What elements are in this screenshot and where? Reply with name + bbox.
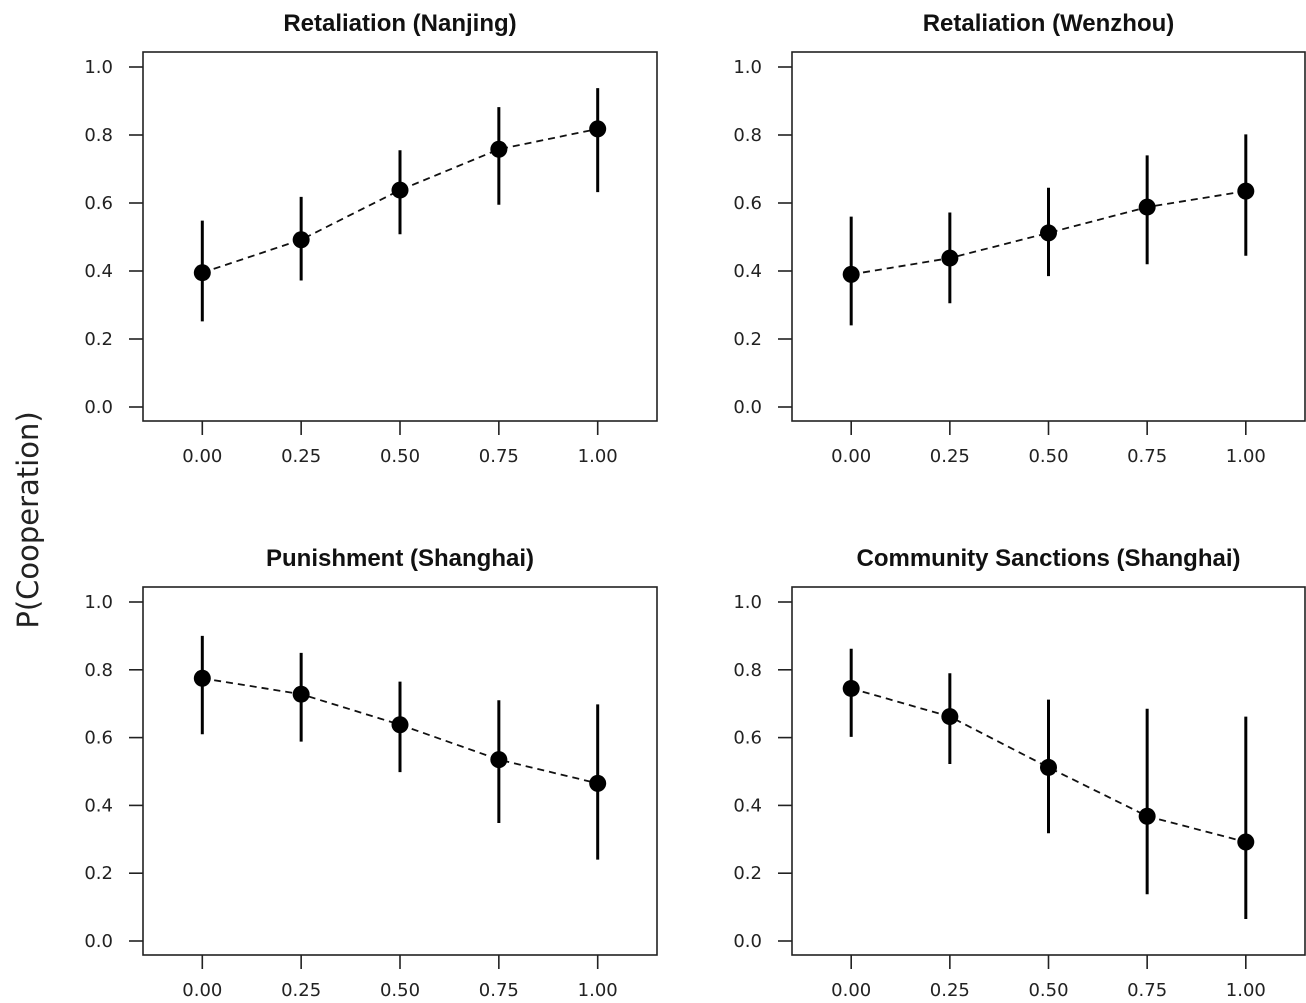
data-point (292, 685, 310, 703)
series-line (851, 190, 1246, 276)
y-tick-label: 0.6 (84, 193, 113, 214)
data-point (842, 679, 860, 697)
data-point (490, 140, 508, 158)
y-tick-label: 0.2 (733, 863, 762, 884)
panel-title: Punishment (Shanghai) (266, 545, 534, 572)
y-tick-label: 0.2 (84, 863, 113, 884)
x-tick-label: 0.00 (182, 446, 222, 467)
x-tick-label: 0.25 (930, 980, 970, 1001)
panel-title: Retaliation (Nanjing) (283, 10, 516, 37)
y-tick-label: 0.4 (84, 795, 113, 816)
panel-1: Retaliation (Nanjing)0.00.20.40.60.81.00… (84, 10, 658, 467)
data-point (1040, 758, 1057, 776)
x-tick-label: 1.00 (1226, 980, 1266, 1001)
panel-grid: Retaliation (Nanjing)0.00.20.40.60.81.00… (84, 10, 1306, 1001)
panel-2: Retaliation (Wenzhou)0.00.20.40.60.81.00… (733, 10, 1306, 467)
panel-3: Punishment (Shanghai)0.00.20.40.60.81.00… (84, 545, 658, 1001)
x-tick-label: 0.25 (930, 446, 970, 467)
x-tick-label: 0.25 (281, 980, 321, 1001)
y-tick-label: 0.8 (84, 660, 113, 681)
x-tick-label: 0.75 (1127, 446, 1167, 467)
y-tick-label: 0.6 (733, 728, 762, 749)
x-tick-label: 0.50 (1028, 980, 1068, 1001)
data-point (193, 264, 211, 282)
y-tick-label: 0.6 (733, 193, 762, 214)
y-tick-label: 0.8 (733, 660, 762, 681)
x-tick-label: 0.75 (479, 980, 519, 1001)
data-point (1237, 833, 1255, 851)
y-tick-label: 0.0 (84, 397, 113, 418)
y-tick-label: 0.6 (84, 728, 113, 749)
panel-title: Community Sanctions (Shanghai) (856, 545, 1240, 572)
data-point (842, 265, 860, 283)
panel-4: Community Sanctions (Shanghai) 0.0 0.2 0.4 0… (733, 545, 1306, 1001)
data-point (589, 120, 607, 138)
data-point (1138, 807, 1156, 825)
x-tick-label: 0.50 (380, 980, 420, 1001)
x-tick-label: 0.25 (281, 446, 321, 467)
x-tick-label: 1.00 (1226, 446, 1266, 467)
data-point (193, 669, 211, 687)
data-point (1237, 182, 1255, 200)
y-tick-label: 0.0 (733, 931, 762, 952)
data-point (490, 751, 508, 769)
series-line (202, 677, 598, 785)
y-tick-label: 1.0 (733, 57, 762, 78)
x-tick-label: 0.00 (831, 980, 871, 1001)
x-tick-label: 1.00 (578, 980, 618, 1001)
data-point (941, 708, 959, 726)
y-tick-label: 0.8 (84, 125, 113, 146)
y-tick-label: 0.4 (733, 261, 762, 282)
plot-frame (142, 51, 658, 422)
y-axis-label: P(Cooperation) (11, 411, 45, 628)
panel-title: Retaliation (Wenzhou) (923, 10, 1175, 37)
x-tick-label: 0.00 (831, 446, 871, 467)
x-tick-label: 0.00 (182, 980, 222, 1001)
x-tick-label: 0.50 (1028, 446, 1068, 467)
data-point (589, 774, 607, 792)
y-tick-label: 0.2 (733, 329, 762, 350)
y-tick-label: 1.0 (84, 592, 113, 613)
data-point (1040, 224, 1057, 242)
x-tick-label: 0.75 (479, 446, 519, 467)
data-point (1138, 198, 1156, 216)
data-point (292, 231, 310, 249)
x-tick-label: 0.75 (1127, 980, 1167, 1001)
x-tick-label: 1.00 (578, 446, 618, 467)
data-point (391, 716, 409, 734)
y-tick-label: 0.8 (733, 125, 762, 146)
y-tick-label: 0.0 (733, 397, 762, 418)
y-tick-label: 1.0 (84, 57, 113, 78)
y-tick-label: 1.0 (733, 592, 762, 613)
y-tick-label: 0.0 (84, 931, 113, 952)
data-point (941, 249, 959, 267)
y-tick-label: 0.4 (733, 795, 762, 816)
x-tick-label: 0.50 (380, 446, 420, 467)
y-tick-label: 0.4 (84, 261, 113, 282)
y-tick-label: 0.2 (84, 329, 113, 350)
data-point (391, 181, 409, 199)
